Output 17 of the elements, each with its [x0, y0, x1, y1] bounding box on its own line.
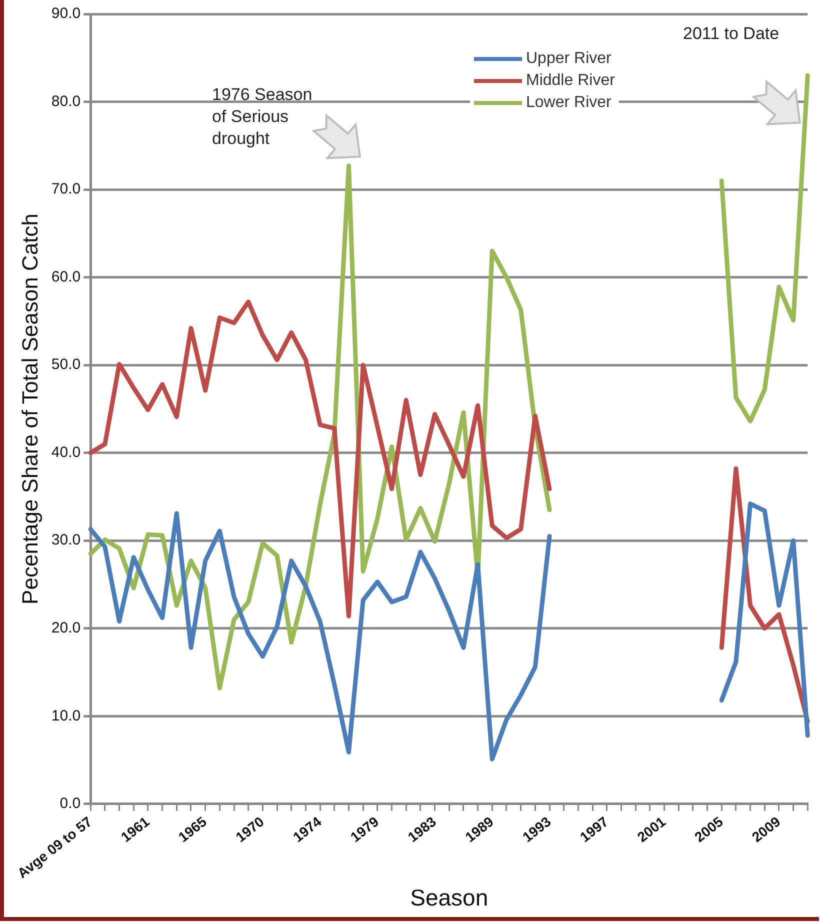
y-tick-label: 30.0	[51, 532, 81, 549]
legend-label: Middle River	[526, 72, 615, 90]
y-axis-title: Pecentage Share of Total Season Catch	[17, 213, 42, 604]
y-tick-label: 50.0	[51, 356, 81, 374]
x-axis-title: Season	[410, 884, 488, 911]
legend-label: Lower River	[526, 94, 612, 112]
y-tick-label: 40.0	[51, 444, 81, 461]
y-tick-label: 60.0	[51, 268, 81, 286]
annotation: 2011 to Date	[683, 23, 780, 45]
y-tick-label: 10.0	[51, 707, 81, 724]
legend-label: Upper River	[526, 50, 612, 68]
y-tick-label: 20.0	[51, 620, 81, 637]
y-tick-label: 0.0	[60, 795, 81, 812]
y-tick-label: 80.0	[51, 92, 81, 110]
annotation: 1976 Season of Serious drought	[212, 84, 314, 150]
y-tick-label: 90.0	[51, 5, 81, 22]
y-tick-label: 70.0	[51, 180, 81, 198]
